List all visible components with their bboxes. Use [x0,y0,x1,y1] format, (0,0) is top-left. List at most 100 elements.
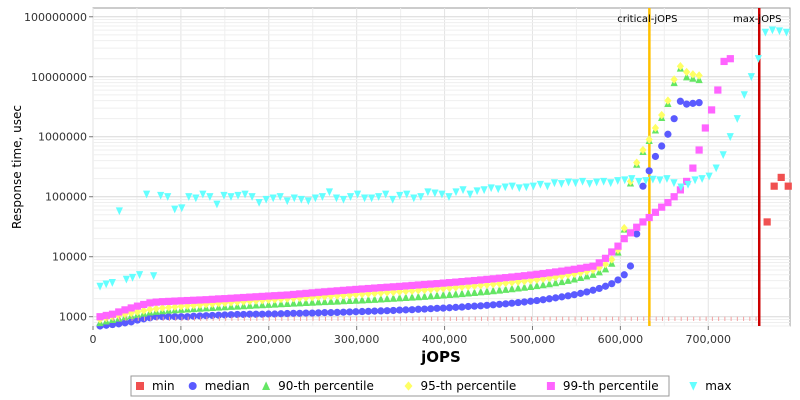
data-point [458,289,466,298]
data-point [371,307,379,315]
data-point [698,175,706,183]
data-point [276,193,284,201]
data-point [614,242,622,250]
data-point [321,288,329,296]
data-point [221,295,229,303]
data-point [346,296,354,305]
data-point [564,292,572,300]
data-point [438,190,446,199]
y-tick-label: 100000000 [24,11,87,24]
data-point [262,195,270,204]
x-tick-label: 500,000 [510,333,556,346]
data-point [221,311,229,319]
data-point [470,302,479,310]
data-point [658,203,666,211]
data-point [152,298,160,306]
data-point [283,197,291,206]
data-point [271,292,279,300]
legend-label: 99-th percentile [563,379,659,393]
data-point [241,190,249,199]
data-point [470,288,479,297]
data-point [583,288,591,296]
data-point [683,67,691,77]
data-point [135,271,144,279]
data-point [352,308,360,316]
data-point [551,278,560,287]
data-point [558,277,566,286]
data-point [645,135,653,144]
data-point [445,193,453,201]
data-point [670,179,678,188]
data-point [115,308,123,316]
data-point [190,312,198,320]
data-point [402,293,410,301]
data-point [768,26,777,35]
data-point [290,194,298,203]
legend-item-max: max [689,379,731,393]
data-point [410,194,418,203]
data-point [213,200,221,209]
data-point [480,186,488,195]
data-point [271,310,279,318]
data-point [620,235,628,243]
data-point [333,296,341,305]
data-point [246,293,254,301]
data-point [515,184,523,193]
data-point [459,186,467,195]
data-point [583,271,591,280]
data-point [620,223,628,233]
data-point [233,310,241,319]
data-point [726,55,734,63]
data-point [383,283,391,291]
data-point [664,96,672,105]
data-point [258,310,266,318]
data-point [102,280,110,289]
series-max [96,26,791,291]
data-point [289,309,298,317]
data-point [533,296,541,305]
data-point [414,305,422,313]
data-point [658,142,666,150]
data-point [452,289,460,298]
data-point [171,313,179,321]
data-point [576,289,585,297]
data-point [302,298,310,307]
data-point [445,290,454,299]
data-point [557,180,566,188]
data-point [314,288,323,296]
data-point [389,293,397,302]
data-point [371,284,379,292]
data-point [628,175,636,183]
y-tick-label: 10000 [52,251,87,264]
data-point [543,182,552,191]
data-point [487,184,495,193]
data-point [150,272,158,281]
legend-marker [188,382,197,390]
data-point [368,194,376,203]
data-point [433,304,441,312]
y-tick-label: 100000 [45,191,87,204]
data-point [102,311,110,320]
data-point [122,275,130,284]
data-point [339,296,348,305]
data-point [215,311,223,319]
data-point [651,208,660,216]
data-point [620,271,628,279]
data-point [296,290,304,298]
y-tick-label: 10000000 [31,71,87,84]
data-point [464,288,472,297]
data-point [626,262,635,270]
data-point [747,73,755,81]
x-axis-ticks: 0 100,000 200,000 300,000 400,000 500,000 600,… [90,326,731,346]
data-point [96,313,104,321]
data-point [252,310,260,318]
data-point [165,297,173,305]
data-point [183,296,191,305]
data-point [651,123,660,133]
data-point [327,309,335,317]
data-point [420,305,429,313]
legend-label: 90-th percentile [278,379,374,393]
data-point [464,277,472,285]
data-point [177,313,185,321]
data-point [683,72,691,81]
